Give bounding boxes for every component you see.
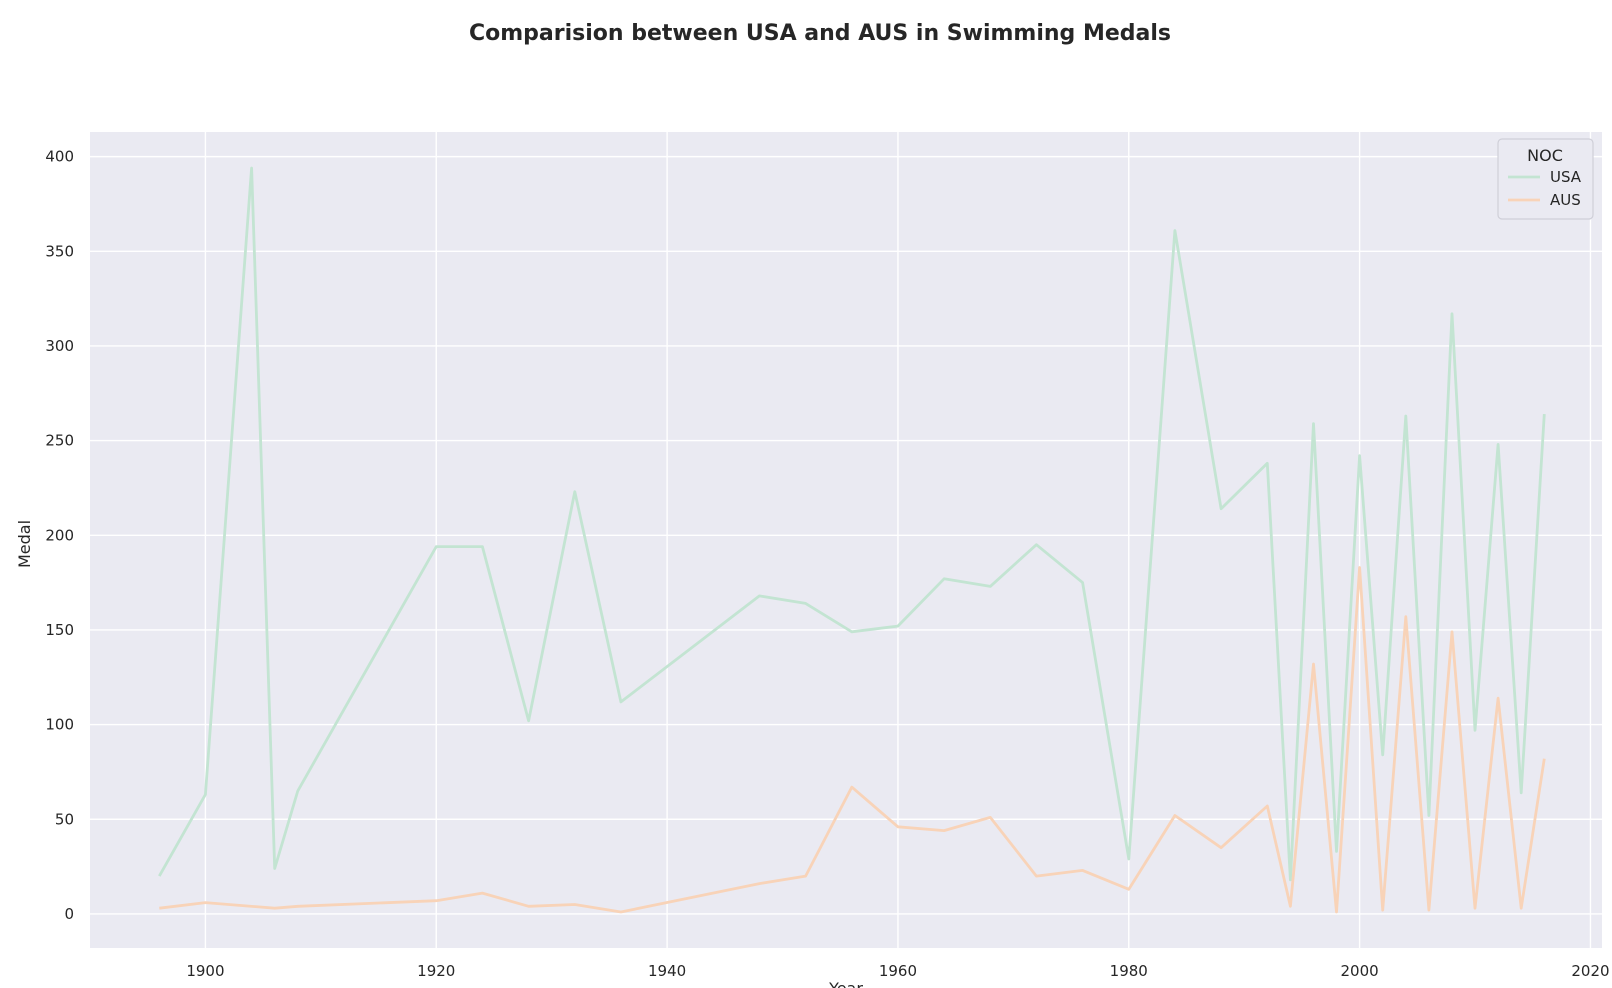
y-tick-label: 0 <box>64 905 74 923</box>
series-lines <box>158 166 1546 914</box>
tick-labels: 0 50 100 150 200 250 300 350 400 1900 1920 1940 1960… <box>45 148 1609 980</box>
x-tick-label: 1980 <box>1110 962 1148 980</box>
x-tick-label: 1900 <box>186 962 224 980</box>
grid-lines <box>90 132 1602 948</box>
y-tick-label: 350 <box>45 242 74 260</box>
x-tick-label: 1940 <box>648 962 686 980</box>
y-tick-label: 200 <box>45 526 74 544</box>
y-tick-label: 300 <box>45 337 74 355</box>
x-tick-label: 1960 <box>879 962 917 980</box>
legend-entry-aus: AUS <box>1550 191 1581 209</box>
series-line-aus <box>159 566 1546 914</box>
y-tick-label: 250 <box>45 432 74 450</box>
x-tick-label: 2000 <box>1341 962 1379 980</box>
legend-entry-usa: USA <box>1550 168 1582 186</box>
y-tick-label: 50 <box>55 810 74 828</box>
legend-title: NOC <box>1527 146 1563 165</box>
y-tick-label: 400 <box>45 148 74 166</box>
series-line-usa <box>158 166 1546 882</box>
legend: NOC USA AUS <box>1497 138 1594 220</box>
chart-title: Comparision between USA and AUS in Swimm… <box>469 21 1171 46</box>
plot-area <box>90 132 1602 948</box>
y-tick-label: 100 <box>45 716 74 734</box>
x-tick-label: 2020 <box>1571 962 1609 980</box>
y-axis-label: Medal <box>15 520 34 568</box>
x-tick-label: 1920 <box>417 962 455 980</box>
y-tick-label: 150 <box>45 621 74 639</box>
x-axis-label: Year <box>828 979 863 988</box>
